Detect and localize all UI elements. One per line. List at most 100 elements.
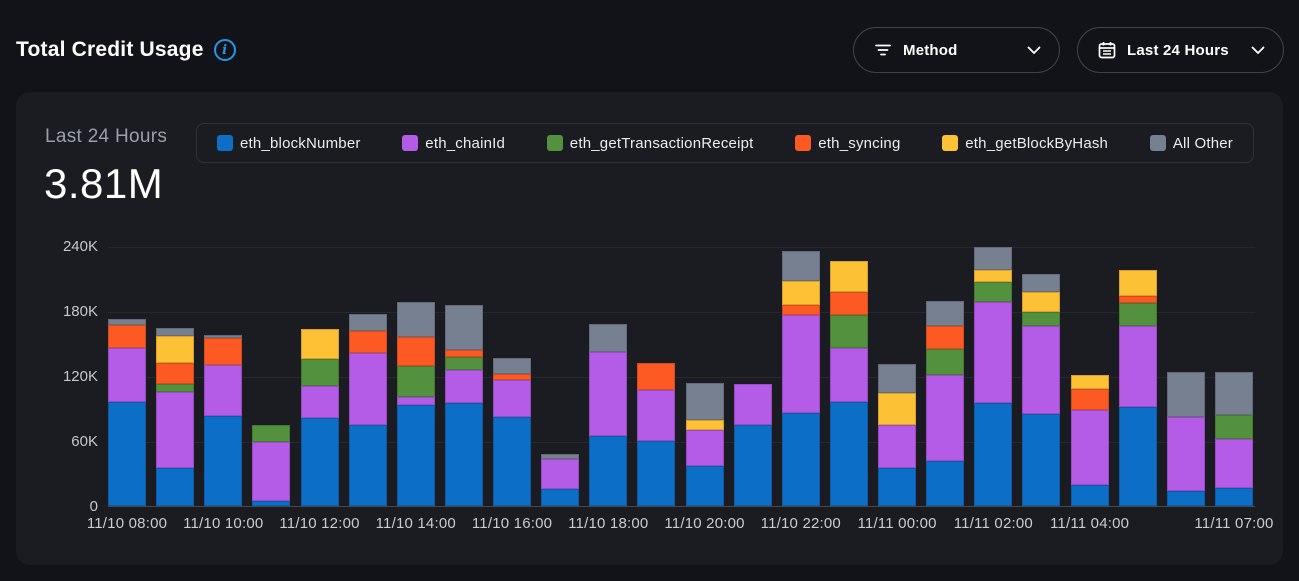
page-header: Total Credit Usage i Method <box>0 0 1299 92</box>
bar-segment-eth_syncing <box>348 330 387 354</box>
bar-11/11 03:00[interactable] <box>1022 274 1061 506</box>
bar-segment-eth_blockNumber <box>252 500 291 506</box>
bar-segment-eth_blockNumber <box>541 488 580 506</box>
bar-11/10 17:00[interactable] <box>541 454 580 506</box>
bar-segment-eth_chainId <box>1118 326 1157 408</box>
chart-legend: eth_blockNumber eth_chainId eth_getTransac… <box>196 123 1254 163</box>
credit-usage-card: Last 24 Hours 3.81M eth_blockNumber eth_c… <box>16 92 1283 565</box>
bar-11/10 20:00[interactable] <box>685 382 724 506</box>
bar-segment-All Other <box>878 364 917 394</box>
legend-swatch <box>795 135 812 151</box>
method-filter-dropdown[interactable]: Method <box>853 27 1060 73</box>
bar-11/10 21:00[interactable] <box>733 383 772 506</box>
bar-segment-eth_getBlockByHash <box>1070 374 1109 390</box>
bar-segment-eth_getTransactionReceipt <box>926 348 965 375</box>
bar-segment-All Other <box>685 382 724 421</box>
bar-segment-All Other <box>348 314 387 331</box>
bar-segment-eth_chainId <box>1070 409 1109 486</box>
legend-item-All Other[interactable]: All Other <box>1149 134 1233 152</box>
bar-segment-All Other <box>1166 371 1205 418</box>
bar-11/10 09:00[interactable] <box>156 328 195 506</box>
legend-label: All Other <box>1172 134 1233 152</box>
bar-segment-eth_blockNumber <box>926 460 965 506</box>
legend-item-eth_syncing[interactable]: eth_syncing <box>795 135 900 152</box>
bar-11/10 15:00[interactable] <box>444 304 483 506</box>
bar-segment-eth_syncing <box>926 326 965 349</box>
legend-item-eth_getTransactionReceipt[interactable]: eth_getTransactionReceipt <box>546 135 754 152</box>
time-range-dropdown[interactable]: Last 24 Hours <box>1077 27 1284 73</box>
bar-segment-All Other <box>926 301 965 327</box>
bar-segment-eth_getBlockByHash <box>829 261 868 292</box>
bar-segment-eth_chainId <box>541 459 580 489</box>
bar-segment-eth_chainId <box>637 390 676 441</box>
bar-11/10 22:00[interactable] <box>781 251 820 506</box>
bar-segment-eth_chainId <box>156 392 195 469</box>
bar-segment-eth_chainId <box>829 347 868 402</box>
bar-segment-eth_syncing <box>781 304 820 316</box>
bar-segment-eth_chainId <box>252 442 291 501</box>
legend-swatch <box>217 135 233 151</box>
page-title: Total Credit Usage <box>16 38 204 61</box>
bar-segment-eth_getTransactionReceipt <box>829 315 868 348</box>
bar-11/10 11:00[interactable] <box>252 424 291 506</box>
bar-segment-eth_blockNumber <box>348 424 387 506</box>
bar-11/11 05:00[interactable] <box>1118 269 1157 506</box>
bar-11/11 00:00[interactable] <box>878 364 917 506</box>
bar-11/11 06:00[interactable] <box>1166 371 1205 506</box>
legend-swatch <box>402 135 419 151</box>
y-axis-tick-label: 0 <box>89 498 98 515</box>
title-row: Total Credit Usage i <box>16 38 236 62</box>
bar-11/10 08:00[interactable] <box>108 318 146 506</box>
bar-segment-All Other <box>156 328 195 336</box>
bar-segment-eth_blockNumber <box>444 403 483 506</box>
bar-segment-eth_chainId <box>300 385 339 419</box>
x-axis-tick-label: 11/11 02:00 <box>953 515 1033 532</box>
info-icon[interactable]: i <box>213 39 236 61</box>
bar-11/11 02:00[interactable] <box>974 247 1013 506</box>
gridline <box>108 247 1255 248</box>
bar-segment-eth_blockNumber <box>300 418 339 506</box>
legend-item-eth_chainId[interactable]: eth_chainId <box>402 135 505 152</box>
bar-11/10 19:00[interactable] <box>637 363 676 506</box>
legend-swatch <box>546 135 563 151</box>
bar-segment-eth_chainId <box>926 374 965 461</box>
bar-11/10 18:00[interactable] <box>589 324 628 506</box>
bar-segment-eth_syncing <box>1118 295 1157 304</box>
legend-item-eth_blockNumber[interactable]: eth_blockNumber <box>217 135 361 152</box>
bar-11/10 12:00[interactable] <box>300 329 339 506</box>
bar-11/10 23:00[interactable] <box>829 261 868 506</box>
bar-segment-eth_getTransactionReceipt <box>156 383 195 393</box>
bar-segment-eth_getTransactionReceipt <box>444 356 483 370</box>
bar-segment-eth_blockNumber <box>493 417 532 506</box>
legend-item-eth_getBlockByHash[interactable]: eth_getBlockByHash <box>942 135 1108 152</box>
bar-segment-eth_getBlockByHash <box>685 420 724 431</box>
x-axis-tick-label: 11/10 18:00 <box>568 515 649 532</box>
bar-segment-All Other <box>108 318 146 326</box>
bar-segment-eth_getBlockByHash <box>1118 269 1157 296</box>
bar-segment-eth_getBlockByHash <box>156 335 195 364</box>
bar-segment-eth_blockNumber <box>878 468 917 506</box>
bar-segment-eth_getBlockByHash <box>781 280 820 305</box>
bar-segment-eth_getTransactionReceipt <box>252 424 291 443</box>
bar-11/11 07:00[interactable] <box>1214 371 1253 506</box>
bar-11/10 13:00[interactable] <box>348 314 387 506</box>
bar-segment-eth_blockNumber <box>1118 407 1157 506</box>
x-axis-tick-label: 11/10 12:00 <box>279 515 360 532</box>
bar-segment-All Other <box>444 304 483 351</box>
bar-segment-eth_blockNumber <box>637 441 676 506</box>
chart-plot: 240K 180K 120K 60K 0 11/10 08:00 11/10 10:00 11… <box>63 238 1273 532</box>
bar-11/10 14:00[interactable] <box>396 302 435 506</box>
bar-segment-eth_blockNumber <box>974 403 1013 506</box>
bar-segment-eth_blockNumber <box>589 435 628 506</box>
bar-11/11 04:00[interactable] <box>1070 374 1109 506</box>
x-axis-tick-label: 11/11 00:00 <box>857 515 937 532</box>
gridline <box>108 312 1255 313</box>
bar-segment-eth_getBlockByHash <box>878 393 917 425</box>
bar-segment-All Other <box>974 247 1013 270</box>
x-axis-tick-label: 11/11 07:00 <box>1194 515 1274 532</box>
bar-11/11 01:00[interactable] <box>926 301 965 506</box>
bar-segment-All Other <box>1022 274 1061 292</box>
bar-11/10 10:00[interactable] <box>204 334 243 506</box>
bar-11/10 16:00[interactable] <box>493 357 532 506</box>
bar-segment-eth_chainId <box>493 380 532 418</box>
